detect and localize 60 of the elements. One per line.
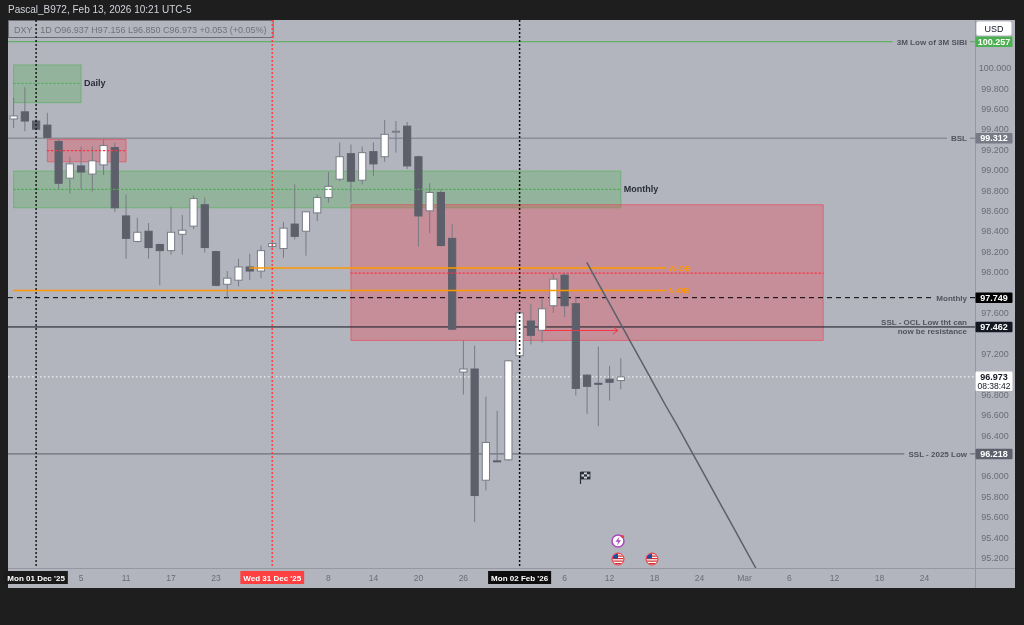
x-tick-label: 12 (604, 572, 615, 583)
x-tick-label: 26 (458, 572, 469, 583)
text: DXY · 1D O96.937 H97.156 L96.850 C96.973 +0.053 (+0.05%) (14, 24, 267, 35)
y-tick-label: 95.800 (981, 491, 1009, 502)
y-tick-label: 100.000 (978, 63, 1012, 74)
y-tick-label: 96.800 (981, 389, 1009, 400)
y-tick-label: 99.200 (981, 144, 1009, 155)
y-tick-label: 99.600 (981, 103, 1009, 114)
y-axis-title: USD (984, 23, 1004, 34)
y-tick-label: 98.400 (981, 226, 1009, 237)
series-label: Monthly (623, 184, 659, 195)
x-tick-label: 20 (413, 572, 424, 583)
y-tick-label: 98.800 (981, 185, 1009, 196)
x-tick-label: Mar (737, 572, 752, 583)
x-tick-label: Mon 02 Feb '26 (491, 573, 549, 583)
y-tick-label: 99.000 (981, 165, 1009, 176)
y-tick-label: 99.400 (981, 124, 1009, 135)
ref-line-label: SSL - OCL Low tht can now be resistance (881, 317, 968, 337)
y-tick-label: 96.600 (981, 410, 1009, 421)
ref-line-label: Monthly (936, 293, 968, 303)
y-tick-label: 98.600 (981, 206, 1009, 217)
y-tick-label: 97.462 (980, 322, 1008, 333)
x-tick-label: Mon 01 Dec '25 (7, 573, 66, 583)
x-tick-label: 5 (78, 572, 84, 583)
y-tick-label: 98.000 (981, 267, 1009, 278)
x-tick-label: 24 (919, 572, 930, 583)
ref-line-label: BSL (951, 134, 968, 144)
y-tick-label: 95.400 (981, 532, 1009, 543)
x-tick-label: 12 (829, 572, 840, 583)
x-tick-label: 8 (326, 572, 332, 583)
y-tick-label: 96.218 (980, 449, 1008, 460)
x-tick-label: 6 (562, 572, 568, 583)
x-tick-label: 11 (121, 572, 131, 583)
x-tick-label: 6 (787, 572, 793, 583)
chart-title: Pascal_B972, Feb 13, 2026 10:21 UTC-5 (8, 4, 192, 15)
y-tick-label: 97.600 (981, 308, 1009, 319)
y-tick-label: 99.312 (980, 133, 1008, 144)
x-tick-label: 23 (211, 572, 222, 583)
y-tick-label: 98.200 (981, 246, 1009, 257)
x-tick-label: 14 (368, 572, 379, 583)
text: 08:38:42 (977, 381, 1011, 392)
x-tick-label: 18 (874, 572, 885, 583)
y-tick-label: 96.400 (981, 430, 1009, 441)
series-label: N-OB (668, 286, 690, 296)
ref-line-label: 3M Low of 3M SIBI (896, 37, 967, 47)
x-tick-label: 24 (694, 572, 705, 583)
y-tick-label: 95.600 (981, 512, 1009, 523)
y-tick-label: 96.973 (980, 372, 1008, 383)
y-tick-label: 100.257 (977, 36, 1011, 47)
y-tick-label: 97.200 (981, 348, 1009, 359)
ref-line-label: SSL - 2025 Low (908, 449, 968, 459)
series-label: W-OB (668, 263, 692, 273)
y-tick-label: 96.000 (981, 471, 1009, 482)
y-tick-label: 97.749 (980, 292, 1008, 303)
x-tick-label: 17 (166, 572, 177, 583)
x-tick-label: 18 (649, 572, 660, 583)
y-tick-label: 95.200 (981, 553, 1009, 563)
x-tick-label: Wed 31 Dec '25 (243, 573, 302, 583)
series-label: Daily (84, 78, 106, 89)
y-tick-label: 99.800 (981, 83, 1009, 94)
